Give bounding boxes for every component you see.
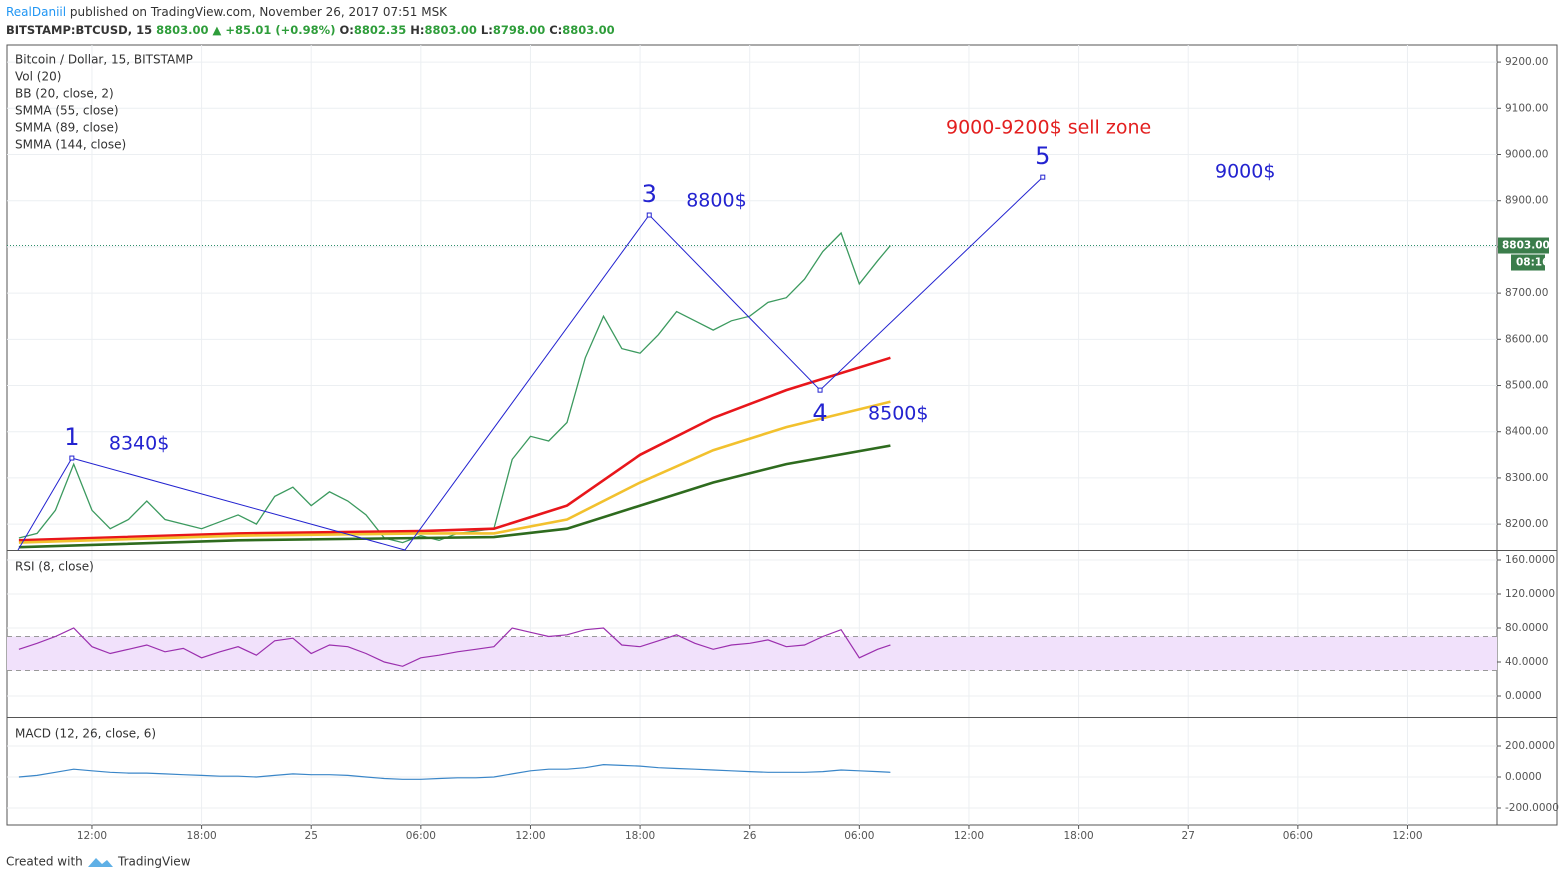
y-tick-label: 8200.00 [1505, 518, 1548, 530]
x-tick-label: 06:00 [406, 830, 436, 842]
grid [7, 45, 1497, 825]
y-tick-label: -200.0000 [1505, 802, 1559, 814]
last-price-box [1498, 237, 1549, 254]
x-tick-label: 25 [305, 830, 318, 842]
symbol: BITSTAMP:BTCUSD, 15 [6, 23, 152, 37]
y-tick-label: 80.0000 [1505, 622, 1548, 634]
author[interactable]: RealDaniil [6, 5, 66, 19]
smma-line [18, 444, 891, 549]
countdown: 08:16 [1516, 257, 1549, 269]
ohlc-key: C: [549, 23, 562, 37]
countdown-box [1511, 254, 1545, 271]
y-tick-label: 0.0000 [1505, 690, 1542, 702]
x-tick-label: 12:00 [954, 830, 984, 842]
change: +85.01 (+0.98%) [225, 23, 335, 37]
x-tick-label: 12:00 [515, 830, 545, 842]
ohlc-value: 8803.00 [424, 23, 476, 37]
y-tick-label: 8700.00 [1505, 287, 1548, 299]
price-line [18, 231, 891, 544]
y-tick-label: 8300.00 [1505, 472, 1548, 484]
header-line: RealDaniil published on TradingView.com,… [6, 5, 448, 19]
y-tick-label: 8600.00 [1505, 333, 1548, 345]
brand[interactable]: TradingView [117, 855, 191, 869]
x-tick-label: 12:00 [1392, 830, 1422, 842]
brand-logo [88, 858, 113, 867]
last-price-label: 8803.00 [1502, 240, 1550, 252]
ohlc-value: 8798.00 [493, 23, 545, 37]
ohlc-key: O: [339, 23, 353, 37]
x-tick-label: 26 [743, 830, 757, 842]
y-tick-label: 8500.00 [1505, 380, 1548, 392]
legend-entry: Bitcoin / Dollar, 15, BITSTAMP [15, 53, 193, 67]
x-tick-label: 06:00 [844, 830, 874, 842]
wave-price-label: 8800$ [686, 190, 746, 212]
y-tick-label: 120.0000 [1505, 588, 1555, 600]
x-tick-label: 18:00 [625, 830, 655, 842]
legend-entry: Vol (20) [15, 70, 61, 84]
wave-point [69, 455, 75, 461]
legend-entry: SMMA (144, close) [15, 138, 126, 152]
x-tick-label: 12:00 [77, 830, 107, 842]
y-tick-label: 8900.00 [1505, 195, 1548, 207]
pane-title: MACD (12, 26, close, 6) [15, 727, 156, 741]
ohlc-value: 8802.35 [354, 23, 406, 37]
symbol-line: BITSTAMP:BTCUSD, 15 8803.00 ▲ +85.01 (+0… [6, 23, 615, 37]
wave-line [17, 176, 1044, 551]
y-tick-label: 160.0000 [1505, 554, 1555, 566]
y-tick-label: 0.0000 [1505, 771, 1542, 783]
annotation: 9000-9200$ sell zone [946, 117, 1151, 139]
price: 8803.00 [156, 23, 208, 37]
x-tick-label: 18:00 [1063, 830, 1093, 842]
chart-frame [6, 44, 1558, 826]
legend-entry: SMMA (89, close) [15, 121, 119, 135]
y-tick-label: 200.0000 [1505, 740, 1555, 752]
indicator-line [18, 627, 891, 667]
y-tick-label: 9200.00 [1505, 56, 1548, 68]
up-arrow: ▲ [213, 23, 222, 37]
published: published on TradingView.com, November 2… [70, 5, 448, 19]
indicator-line [18, 763, 891, 780]
x-tick-label: 06:00 [1283, 830, 1313, 842]
wave-price-label: 8340$ [109, 433, 169, 455]
wave-label: 1 [64, 423, 79, 451]
created-with: Created with [6, 855, 83, 869]
wave-label: 3 [642, 180, 657, 208]
y-tick-label: 8400.00 [1505, 426, 1548, 438]
wave-price-label: 8500$ [868, 403, 928, 425]
ohlc-value: 8803.00 [562, 23, 614, 37]
legend-entry: SMMA (55, close) [15, 104, 119, 118]
legend-entry: BB (20, close, 2) [15, 87, 114, 101]
wave-label: 5 [1035, 142, 1050, 170]
x-tick-label: 18:00 [186, 830, 216, 842]
y-tick-label: 40.0000 [1505, 656, 1548, 668]
wave-label: 4 [812, 399, 827, 427]
annotation: 9000$ [1215, 161, 1275, 183]
smma-line [18, 356, 891, 542]
y-tick-label: 9000.00 [1505, 149, 1548, 161]
wave-point [817, 387, 823, 393]
footer: Created with TradingView [6, 855, 191, 869]
rsi-band [7, 636, 1497, 671]
pane-title: RSI (8, close) [15, 560, 94, 574]
ohlc-key: H: [410, 23, 424, 37]
ohlc-key: L: [481, 23, 493, 37]
wave-point [1040, 174, 1046, 180]
y-tick-label: 9100.00 [1505, 102, 1548, 114]
wave-point [646, 212, 652, 218]
x-tick-label: 27 [1182, 830, 1195, 842]
smma-line [18, 400, 891, 544]
